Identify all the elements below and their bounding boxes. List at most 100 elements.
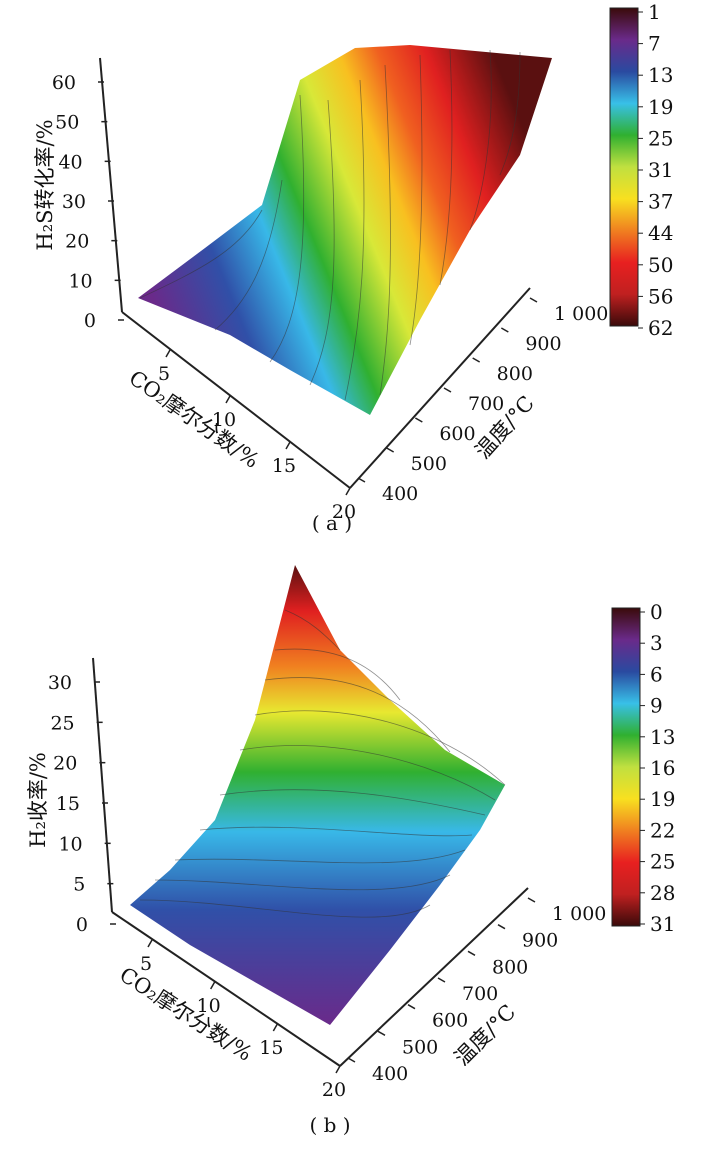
x-b-tick-mark	[147, 939, 153, 948]
contour-line	[154, 874, 451, 891]
x-a-tick-mark	[345, 487, 351, 496]
x-axis-b	[111, 911, 341, 1067]
x-b-tick-mark	[272, 1023, 278, 1032]
y-a-tick-mark	[357, 477, 366, 483]
z-ticks-a: 0 10 20 30 40 50 60	[52, 72, 124, 332]
z-ticks-b: 0 5 10 15 20 25 30	[48, 672, 116, 936]
x-a-tick-label: 10	[212, 409, 236, 431]
contour-line	[499, 51, 521, 176]
colorbar-tick-label: 13	[648, 63, 673, 87]
colorbar-b	[611, 607, 641, 927]
contours-a	[139, 49, 521, 401]
y-ticks-a: 400 500 600 700 800 900 1 000	[357, 297, 608, 505]
y-a-tick-label: 800	[497, 363, 533, 385]
colorbar-ticks-a: 1 7 13 19 25 31 37 44 50 56 62	[638, 0, 673, 340]
y-b-tick-label: 400	[372, 1063, 408, 1085]
contour-line	[439, 49, 453, 286]
y-a-tick-mark	[500, 327, 509, 333]
contour-line	[309, 99, 335, 386]
contour-line	[409, 54, 423, 346]
x-a-tick-label: 5	[158, 363, 170, 385]
x-b-tick-label: 20	[322, 1079, 346, 1101]
y-b-tick-label: 500	[402, 1036, 438, 1058]
panel-label-a: ( a )	[312, 511, 352, 535]
x-ticks-a: 5 10 15 20	[158, 349, 356, 523]
y-a-tick-mark	[472, 357, 481, 363]
z-b-tick-label: 30	[48, 672, 72, 694]
contour-line	[214, 179, 283, 331]
panel-label-b: ( b )	[309, 1113, 350, 1137]
z-b-tick-label: 15	[56, 793, 80, 815]
z-axis-b	[92, 657, 113, 913]
y-b-tick-label: 700	[462, 983, 498, 1005]
y-b-tick-mark	[497, 924, 506, 930]
y-a-tick-label: 500	[411, 453, 447, 475]
colorbar-tick-label: 28	[650, 881, 675, 905]
z-a-tick-label: 60	[52, 72, 76, 94]
colorbar-tick-label: 56	[648, 284, 673, 308]
colorbar-tick-label: 16	[650, 756, 675, 780]
y-b-tick-mark	[437, 977, 446, 983]
contour-line	[344, 79, 365, 401]
y-a-tick-label: 1 000	[554, 303, 608, 325]
z-a-tick-label: 50	[55, 112, 79, 134]
x-axis-a	[121, 311, 351, 489]
x-a-tick-label: 20	[332, 501, 356, 523]
colorbar-tick-label: 6	[650, 662, 663, 686]
x-axis-label-b: CO₂摩尔分数/%	[115, 962, 256, 1065]
colorbar-tick-label: 13	[650, 725, 675, 749]
colorbar-tick-label: 25	[648, 126, 673, 150]
y-axis-b	[339, 887, 529, 1067]
x-a-tick-mark	[285, 441, 291, 450]
y-a-tick-label: 700	[468, 393, 504, 415]
colorbar-ticks-b: 0 3 6 9 13 16 19 22 25 28 31	[640, 600, 675, 936]
z-b-tick-label: 20	[53, 753, 77, 775]
colorbar-tick-label: 31	[648, 158, 673, 182]
contour-line	[219, 789, 486, 816]
x-b-tick-mark	[335, 1065, 341, 1074]
y-b-tick-mark	[527, 897, 536, 903]
colorbar-tick-label: 62	[648, 316, 673, 340]
y-b-tick-mark	[407, 1004, 416, 1010]
y-b-tick-mark	[377, 1030, 386, 1036]
contour-line	[139, 209, 263, 299]
colorbar-tick-label: 37	[648, 190, 673, 214]
y-b-tick-label: 900	[522, 930, 558, 952]
contour-line	[274, 648, 401, 701]
z-a-tick-label: 40	[58, 151, 82, 173]
y-a-tick-mark	[529, 297, 538, 303]
x-a-tick-mark	[225, 395, 231, 404]
contour-line	[269, 94, 305, 363]
contour-line	[139, 899, 431, 918]
contour-line	[199, 826, 473, 837]
z-a-tick-label: 0	[84, 310, 96, 332]
z-b-tick-label: 10	[58, 833, 82, 855]
z-b-tick-label: 5	[73, 874, 85, 896]
x-b-tick-label: 10	[197, 995, 221, 1017]
y-a-tick-mark	[443, 387, 452, 393]
y-a-tick-label: 900	[525, 333, 561, 355]
x-b-tick-mark	[210, 981, 216, 990]
x-b-tick-label: 5	[140, 953, 152, 975]
contour-line	[379, 64, 391, 396]
x-axis-label-a: CO₂摩尔分数/%	[125, 366, 264, 473]
y-axis-a	[349, 287, 531, 489]
x-a-tick-mark	[165, 349, 171, 358]
y-a-tick-mark	[414, 417, 423, 423]
z-a-tick-label: 10	[68, 270, 92, 292]
z-b-tick-label: 0	[76, 914, 88, 936]
colorbar-tick-label: 44	[648, 221, 673, 245]
colorbar-tick-label: 19	[650, 787, 675, 811]
z-axis-label-b: H₂收率/%	[26, 752, 50, 848]
contours-b	[139, 609, 506, 918]
y-a-tick-label: 400	[382, 483, 418, 505]
contour-line	[284, 609, 341, 651]
colorbar-tick-label: 50	[648, 253, 673, 277]
z-axis-a	[99, 57, 123, 313]
z-b-tick-label: 25	[50, 712, 74, 734]
colorbar-tick-label: 0	[650, 600, 663, 624]
x-ticks-b: 5 10 15 20	[140, 939, 346, 1101]
